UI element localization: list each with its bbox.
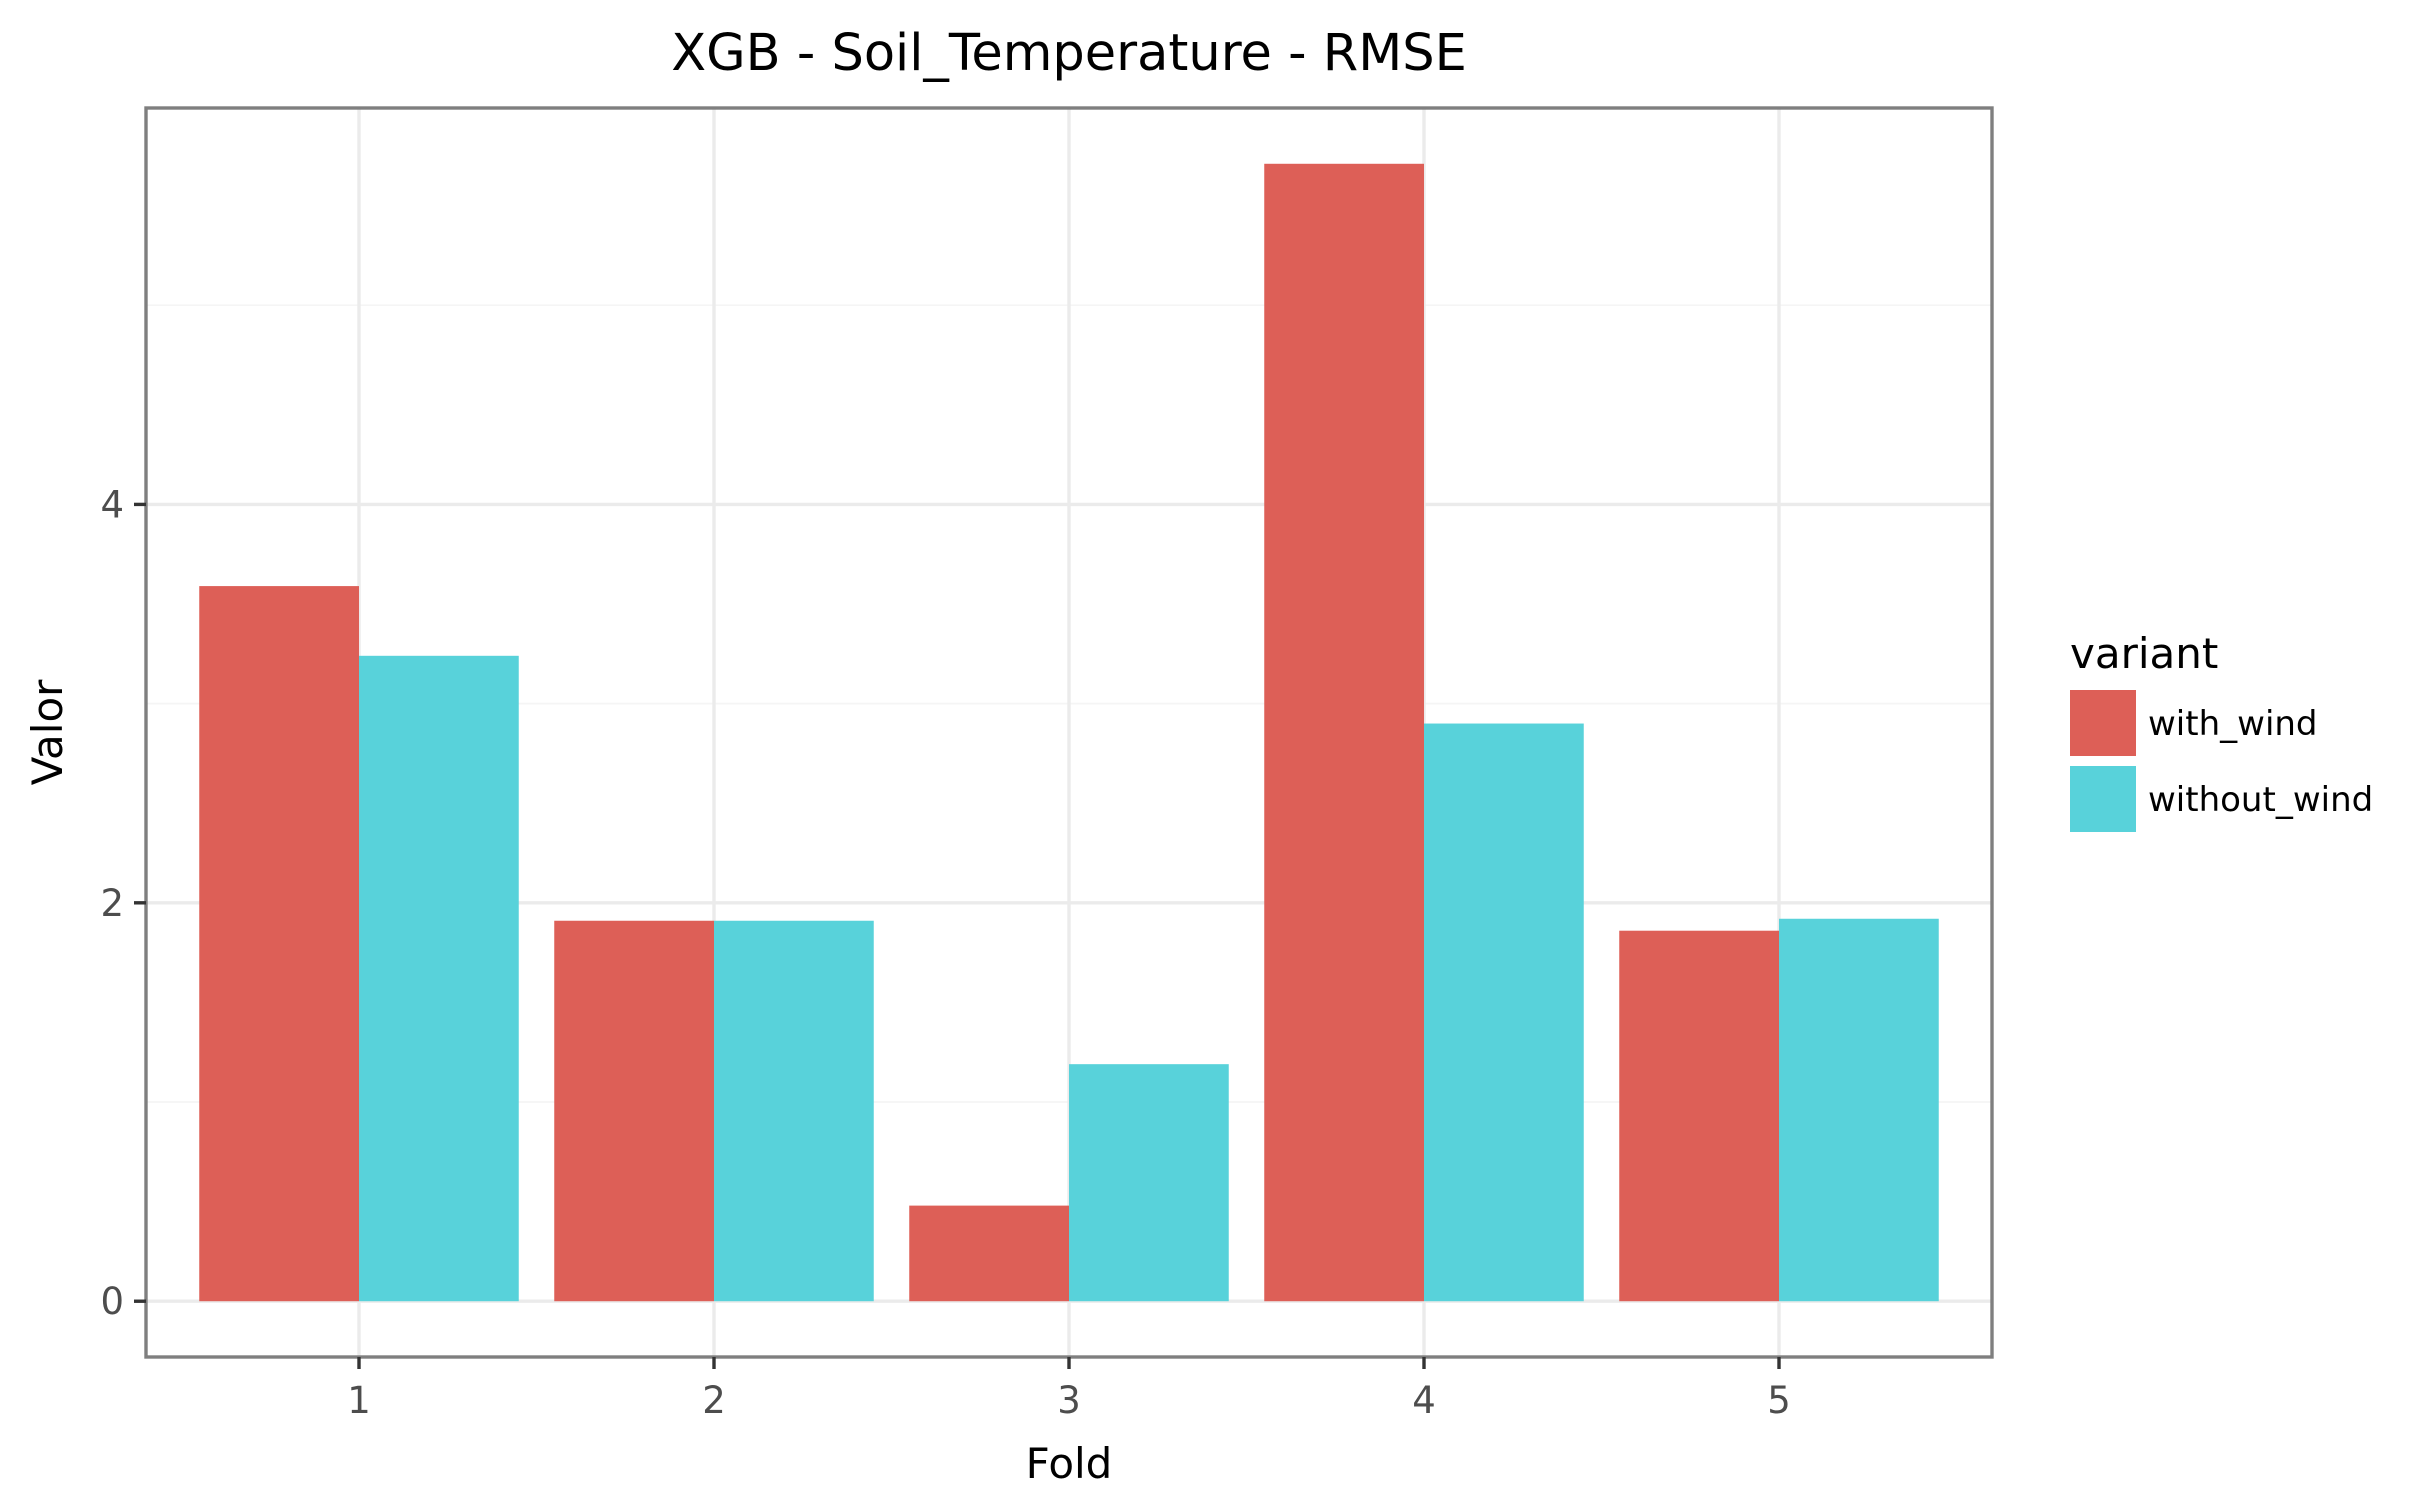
bar-with_wind-fold-2 [554,920,714,1302]
bar-without_wind-fold-4 [1424,723,1584,1302]
y-tick-label: 0 [100,1280,124,1323]
legend-key-without_wind [2070,766,2136,832]
bar-with_wind-fold-1 [199,586,359,1302]
bar-without_wind-fold-3 [1069,1064,1229,1302]
bars [199,163,1939,1302]
y-tick-label: 2 [100,882,124,925]
x-tick-label: 3 [1057,1379,1081,1422]
x-axis-title: Fold [1026,1439,1113,1488]
bar-with_wind-fold-5 [1619,930,1779,1302]
bar-with_wind-fold-3 [909,1205,1069,1302]
bar-without_wind-fold-5 [1779,918,1939,1302]
x-tick-label: 5 [1767,1379,1791,1422]
x-tick-label: 4 [1412,1379,1436,1422]
legend-key-with_wind [2070,690,2136,756]
legend: variant with_wind without_wind [2070,629,2373,832]
legend-title: variant [2070,629,2218,678]
x-tick-label: 1 [347,1379,371,1422]
x-tick-label: 2 [702,1379,726,1422]
legend-label-with_wind: with_wind [2148,704,2318,744]
y-tick-label: 4 [100,483,124,526]
bar-without_wind-fold-1 [359,655,519,1302]
chart-title: XGB - Soil_Temperature - RMSE [671,24,1467,83]
legend-label-without_wind: without_wind [2148,780,2373,820]
y-axis-title: Valor [23,679,72,786]
bar-with_wind-fold-4 [1264,163,1424,1302]
bar-without_wind-fold-2 [714,920,874,1302]
axes: 0 2 4 1 2 3 4 5 [100,483,1790,1422]
